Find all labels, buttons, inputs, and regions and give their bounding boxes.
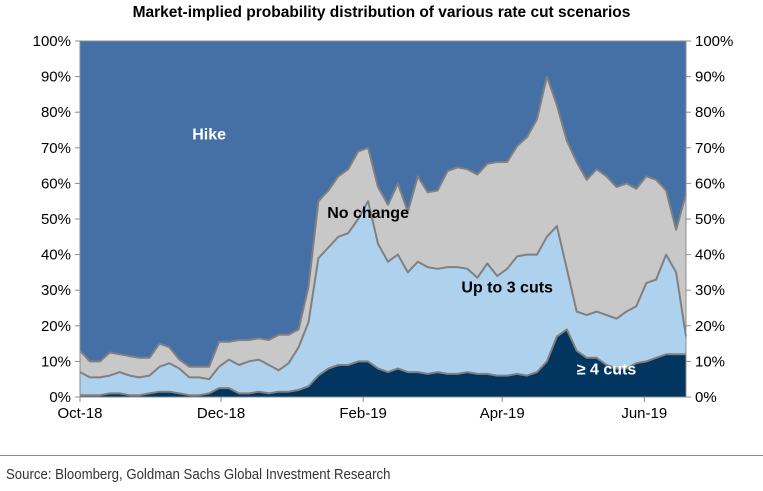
series-boundary-line [79,75,687,368]
area-layer [79,41,687,397]
stacked-area-chart: 0% 10% 20% 30% 40% 50% 60% 70% 80% 90% 100% 0% 10% 2… [33,33,734,422]
y-tick-label-left: 70% [41,140,71,157]
y-tick-label-left: 10% [41,353,71,370]
chart-title: Market-implied probability distribution … [132,4,631,21]
area-label-4-cuts: ≥ 4 cuts [577,362,637,379]
source-note: Source: Bloomberg, Goldman Sachs Global … [6,466,391,483]
y-tick-label-right: 0% [695,389,717,406]
y-tick-label-left: 0% [49,389,71,406]
x-tick-label: Dec-18 [197,405,245,422]
y-tick-label-right: 40% [695,247,725,264]
area-label-up-to-3-cuts: Up to 3 cuts [461,280,553,297]
y-tick-label-right: 100% [695,33,733,50]
footer-divider [0,455,763,456]
y-tick-label-left: 20% [41,318,71,335]
y-tick-label-right: 30% [695,282,725,299]
series-boundary-line [79,200,687,381]
area-no-change [80,76,686,380]
x-tick-label: Oct-18 [57,405,102,422]
series-boundary-line [80,328,686,397]
y-tick-label-left: 60% [41,175,71,192]
y-tick-label-right: 20% [695,318,725,335]
x-tick-label: Feb-19 [339,405,387,422]
area-label-hike: Hike [192,127,226,144]
area-label-no-change: No change [327,205,409,222]
x-tick-label: Apr-19 [480,405,525,422]
y-tick-label-left: 30% [41,282,71,299]
y-tick-label-right: 60% [695,175,725,192]
y-tick-label-right: 80% [695,104,725,121]
y-tick-label-right: 10% [695,353,725,370]
y-tick-label-left: 90% [41,69,71,86]
x-tick-label: Jun-19 [621,405,667,422]
y-tick-label-right: 70% [695,140,725,157]
y-tick-label-right: 90% [695,69,725,86]
y-tick-label-right: 50% [695,211,725,228]
y-tick-label-left: 80% [41,104,71,121]
y-tick-label-left: 100% [33,33,71,50]
x-axis: Oct-18 Dec-18 Feb-19 Apr-19 Jun-19 [57,397,667,422]
y-tick-label-left: 40% [41,247,71,264]
y-axis-left: 0% 10% 20% 30% 40% 50% 60% 70% 80% 90% 100% [33,33,80,406]
y-axis-right: 0% 10% 20% 30% 40% 50% 60% 70% 80% 90% 100% [686,33,733,406]
y-tick-label-left: 50% [41,211,71,228]
area-up-to-3-cuts [80,201,686,396]
area-labels: ≥ 4 cuts Up to 3 cuts No change Hike [192,127,636,379]
area-4-cuts [80,329,686,397]
